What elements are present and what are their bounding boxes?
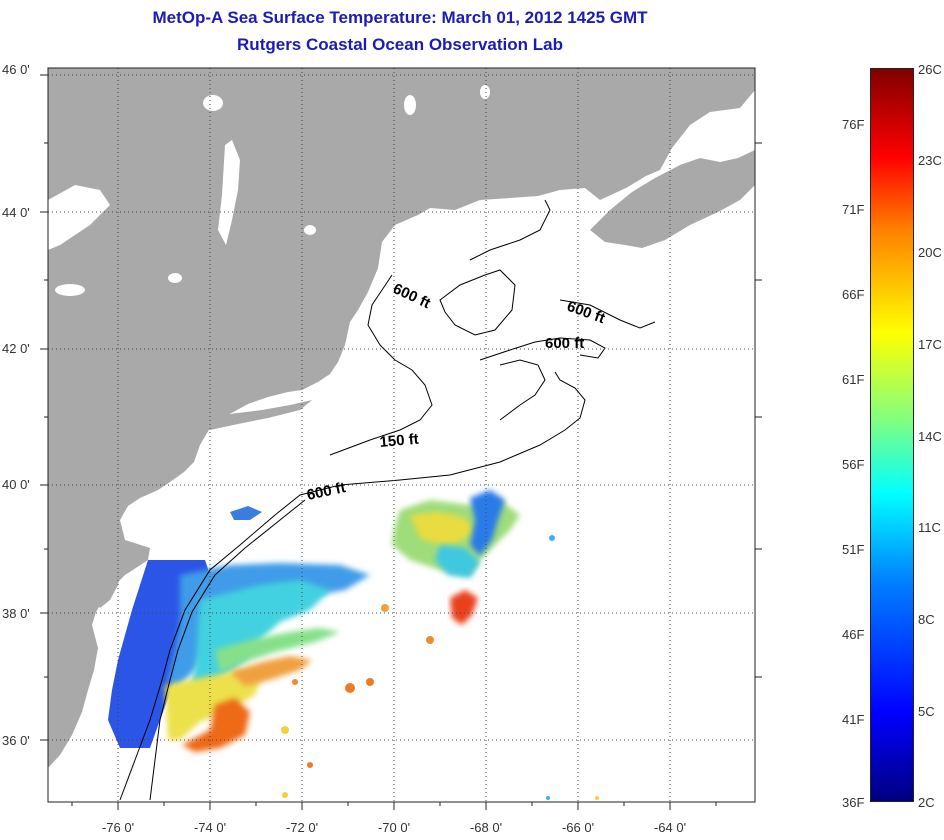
sst-eddy-yellow <box>410 512 475 545</box>
land-long-island <box>200 400 312 430</box>
sst-blue-spot <box>230 506 262 520</box>
colorbar-label-f: 51F <box>842 542 865 557</box>
lake-winnipesaukee <box>304 225 316 235</box>
lake-moosehead <box>404 95 416 115</box>
sst-eddy-blue <box>470 490 505 556</box>
map-subtitle: Rutgers Coastal Ocean Observation Lab <box>237 35 563 54</box>
lon-label: -76 0' <box>101 820 135 835</box>
colorbar-label-c: 23C <box>918 153 942 168</box>
colorbar-label-c: 2C <box>918 795 935 810</box>
colorbar-label-c: 5C <box>918 704 935 719</box>
map-title: MetOp-A Sea Surface Temperature: March 0… <box>152 8 648 27</box>
lake-small-3 <box>168 273 182 283</box>
lake-small-2 <box>480 85 490 99</box>
lat-label: 36 0' <box>2 733 30 748</box>
land-mainland <box>48 68 755 768</box>
map-frame <box>47 67 756 803</box>
land-delmarva <box>92 548 122 608</box>
colorbar-label-f: 61F <box>842 372 865 387</box>
colorbar-label-f: 41F <box>842 712 865 727</box>
colorbar-label-c: 17C <box>918 337 942 352</box>
contour-label: 600 ft <box>545 335 584 352</box>
colorbar-label-f: 46F <box>842 627 865 642</box>
colorbar-label-c: 8C <box>918 612 935 627</box>
colorbar-label-c: 11C <box>918 520 941 535</box>
lake-small-1 <box>203 95 223 111</box>
lon-label: -64 0' <box>653 820 687 835</box>
lat-label: 38 0' <box>2 606 30 621</box>
colorbar-label-f: 76F <box>842 117 865 132</box>
lat-label: 44 0' <box>2 205 30 220</box>
sst-eddy-cyan <box>435 545 480 578</box>
lon-label: -68 0' <box>469 820 503 835</box>
sst-green-filament <box>215 628 340 672</box>
lat-label: 40 0' <box>2 477 30 492</box>
lat-label: 42 0' <box>2 341 30 356</box>
lake-ontario <box>48 185 110 250</box>
land-nova-scotia <box>590 150 755 248</box>
lake-champlain <box>218 140 240 245</box>
colorbar-label-c: 20C <box>918 245 942 260</box>
sst-cool-band <box>168 563 370 690</box>
sst-orange-block <box>182 698 250 752</box>
colorbar-label-f: 36F <box>842 795 865 810</box>
temperature-colorbar <box>870 68 914 802</box>
contour-label: 150 ft <box>379 431 420 451</box>
lake-small-4 <box>55 284 85 296</box>
sst-red-patch <box>450 590 478 625</box>
colorbar-label-f: 56F <box>842 457 865 472</box>
lon-label: -70 0' <box>377 820 411 835</box>
colorbar-label-c: 14C <box>918 429 942 444</box>
lat-label: 46 0' <box>2 62 30 77</box>
lon-label: -66 0' <box>561 820 595 835</box>
colorbar-label-f: 66F <box>842 287 865 302</box>
colorbar-label-c: 26C <box>918 62 942 77</box>
lon-label: -72 0' <box>285 820 319 835</box>
colorbar-label-f: 71F <box>842 202 865 217</box>
sst-warm-streak <box>230 656 312 686</box>
axis-ticks <box>40 74 762 810</box>
lon-label: -74 0' <box>193 820 227 835</box>
sst-field <box>108 490 599 800</box>
sst-yellow-block <box>165 670 262 740</box>
